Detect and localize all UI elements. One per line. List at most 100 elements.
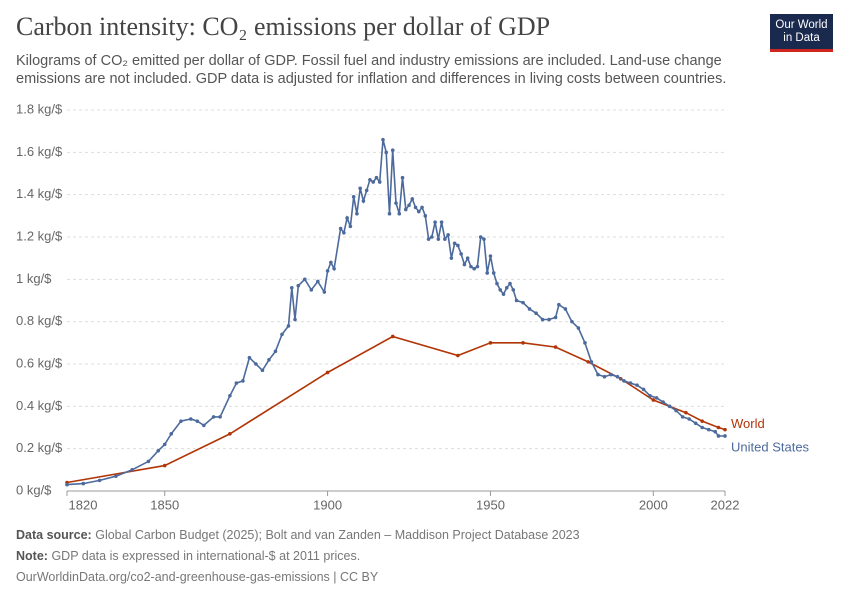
point — [706, 427, 711, 432]
point — [273, 349, 278, 354]
point — [351, 194, 356, 199]
point — [478, 235, 483, 239]
point — [488, 341, 493, 345]
point — [114, 474, 118, 478]
point — [410, 197, 415, 201]
point — [417, 209, 421, 214]
point — [254, 362, 258, 366]
point — [700, 425, 704, 430]
point — [361, 199, 366, 203]
point — [384, 150, 389, 155]
point — [413, 205, 418, 210]
point — [247, 355, 252, 360]
point — [309, 288, 314, 292]
point — [602, 374, 607, 379]
chart: 0 kg/$ 0.2 kg/$ 0.4 kg/$ 0.6 kg/$ 0.8 kg/$ 1 … — [16, 101, 810, 512]
point — [446, 233, 450, 237]
point — [615, 374, 620, 379]
point — [325, 269, 330, 273]
point — [65, 482, 69, 487]
logo-line: Our World — [775, 19, 828, 31]
point — [511, 288, 516, 292]
series-label: World — [731, 416, 765, 431]
point — [188, 417, 193, 421]
logo[interactable]: Our World in Data — [770, 14, 833, 52]
point — [482, 237, 486, 241]
y-tick-label: 1.8 kg/$ — [16, 101, 63, 116]
point — [622, 379, 626, 383]
point — [302, 277, 307, 282]
point — [527, 307, 532, 311]
point — [557, 302, 561, 307]
y-tick-label: 1.2 kg/$ — [16, 228, 63, 243]
point — [316, 279, 320, 284]
point — [716, 425, 721, 430]
point — [436, 237, 441, 241]
point — [449, 256, 454, 260]
point — [700, 419, 704, 423]
point — [390, 148, 395, 153]
point — [130, 468, 134, 472]
x-tick-label: 1950 — [476, 497, 505, 512]
point — [280, 332, 284, 337]
point — [286, 324, 291, 328]
point — [228, 393, 232, 398]
point — [267, 357, 271, 362]
point — [508, 281, 512, 286]
point — [456, 353, 460, 358]
point — [589, 360, 594, 364]
point — [439, 220, 444, 224]
logo-line: in Data — [783, 32, 820, 44]
point — [641, 387, 646, 392]
point — [381, 137, 385, 142]
note: Note: GDP data is expressed in internati… — [16, 549, 360, 563]
point — [371, 180, 375, 184]
point — [390, 334, 395, 339]
point — [169, 432, 174, 436]
point — [583, 341, 587, 345]
url[interactable]: OurWorldinData.org/co2-and-greenhouse-ga… — [16, 570, 379, 584]
point — [648, 393, 652, 398]
y-tick-label: 1.4 kg/$ — [16, 186, 63, 201]
point — [469, 264, 473, 269]
source-text: Global Carbon Budget (2025); Bolt and va… — [95, 528, 580, 542]
title: Carbon intensity: CO₂ emissions per doll… — [16, 12, 551, 41]
point — [397, 211, 402, 216]
point — [403, 207, 408, 212]
point — [498, 288, 503, 292]
point — [628, 381, 633, 385]
point — [540, 317, 545, 322]
point — [195, 419, 200, 423]
point — [693, 421, 698, 426]
point — [443, 237, 447, 241]
point — [430, 235, 434, 239]
point — [260, 368, 265, 373]
point — [296, 283, 301, 288]
point — [495, 281, 499, 286]
point — [459, 252, 463, 256]
y-tick-label: 0.2 kg/$ — [16, 440, 63, 455]
point — [289, 286, 294, 290]
point — [234, 381, 239, 385]
point — [162, 463, 167, 468]
point — [723, 427, 727, 432]
point — [465, 256, 470, 260]
point — [241, 379, 245, 383]
point — [661, 400, 665, 404]
point — [202, 423, 206, 428]
point — [485, 271, 490, 275]
point — [651, 398, 656, 402]
point — [488, 254, 493, 258]
point — [687, 417, 691, 421]
point — [358, 186, 362, 191]
point — [462, 262, 467, 267]
point — [325, 370, 330, 375]
point — [553, 345, 558, 349]
point — [420, 205, 424, 210]
note-label: Note: — [16, 549, 48, 563]
point — [674, 408, 678, 413]
point — [179, 419, 183, 423]
point — [355, 211, 359, 216]
point — [576, 326, 581, 330]
point — [211, 415, 216, 419]
